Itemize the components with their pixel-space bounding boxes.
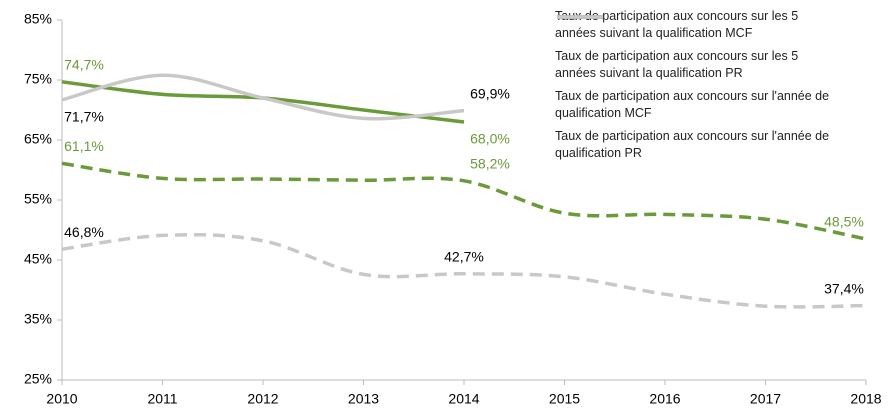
data-label: 69,9% xyxy=(470,85,510,101)
y-tick-label: 55% xyxy=(24,191,52,207)
x-tick-label: 2018 xyxy=(850,391,881,407)
y-tick-label: 75% xyxy=(24,71,52,87)
y-tick-label: 25% xyxy=(24,371,52,387)
x-tick-label: 2014 xyxy=(448,391,479,407)
legend-item: Taux de participation aux concours sur l… xyxy=(555,15,890,82)
data-label: 74,7% xyxy=(64,57,104,73)
series-line xyxy=(61,232,867,309)
y-tick-label: 85% xyxy=(24,11,52,27)
legend-label: Taux de participation aux concours sur l… xyxy=(555,129,830,160)
y-tick-label: 65% xyxy=(24,131,52,147)
x-tick-label: 2013 xyxy=(348,391,379,407)
x-tick-label: 2010 xyxy=(46,391,77,407)
data-label: 71,7% xyxy=(64,109,104,125)
legend-item: Taux de participation aux concours sur l… xyxy=(555,15,890,162)
data-label: 68,0% xyxy=(470,131,510,147)
legend-label: Taux de participation aux concours sur l… xyxy=(555,9,799,40)
x-tick-label: 2017 xyxy=(750,391,781,407)
y-tick-label: 35% xyxy=(24,311,52,327)
data-label: 58,2% xyxy=(470,156,510,172)
data-label: 46,8% xyxy=(64,224,104,240)
x-tick-label: 2015 xyxy=(549,391,580,407)
data-label: 48,5% xyxy=(824,214,864,230)
data-label: 42,7% xyxy=(444,249,484,265)
legend-label: Taux de participation aux concours sur l… xyxy=(555,49,799,80)
y-tick-label: 45% xyxy=(24,251,52,267)
legend-item: Taux de participation aux concours sur l… xyxy=(555,15,890,122)
legend-key xyxy=(557,15,603,19)
legend: Taux de participation aux concours sur l… xyxy=(555,8,890,168)
data-label: 61,1% xyxy=(64,138,104,154)
x-tick-label: 2012 xyxy=(247,391,278,407)
data-label: 37,4% xyxy=(824,280,864,296)
x-tick-label: 2011 xyxy=(147,391,177,407)
series-line xyxy=(61,73,465,121)
legend-item: Taux de participation aux concours sur l… xyxy=(555,8,890,42)
series-line xyxy=(61,161,867,241)
x-tick-label: 2016 xyxy=(649,391,680,407)
legend-label: Taux de participation aux concours sur l… xyxy=(555,89,830,120)
